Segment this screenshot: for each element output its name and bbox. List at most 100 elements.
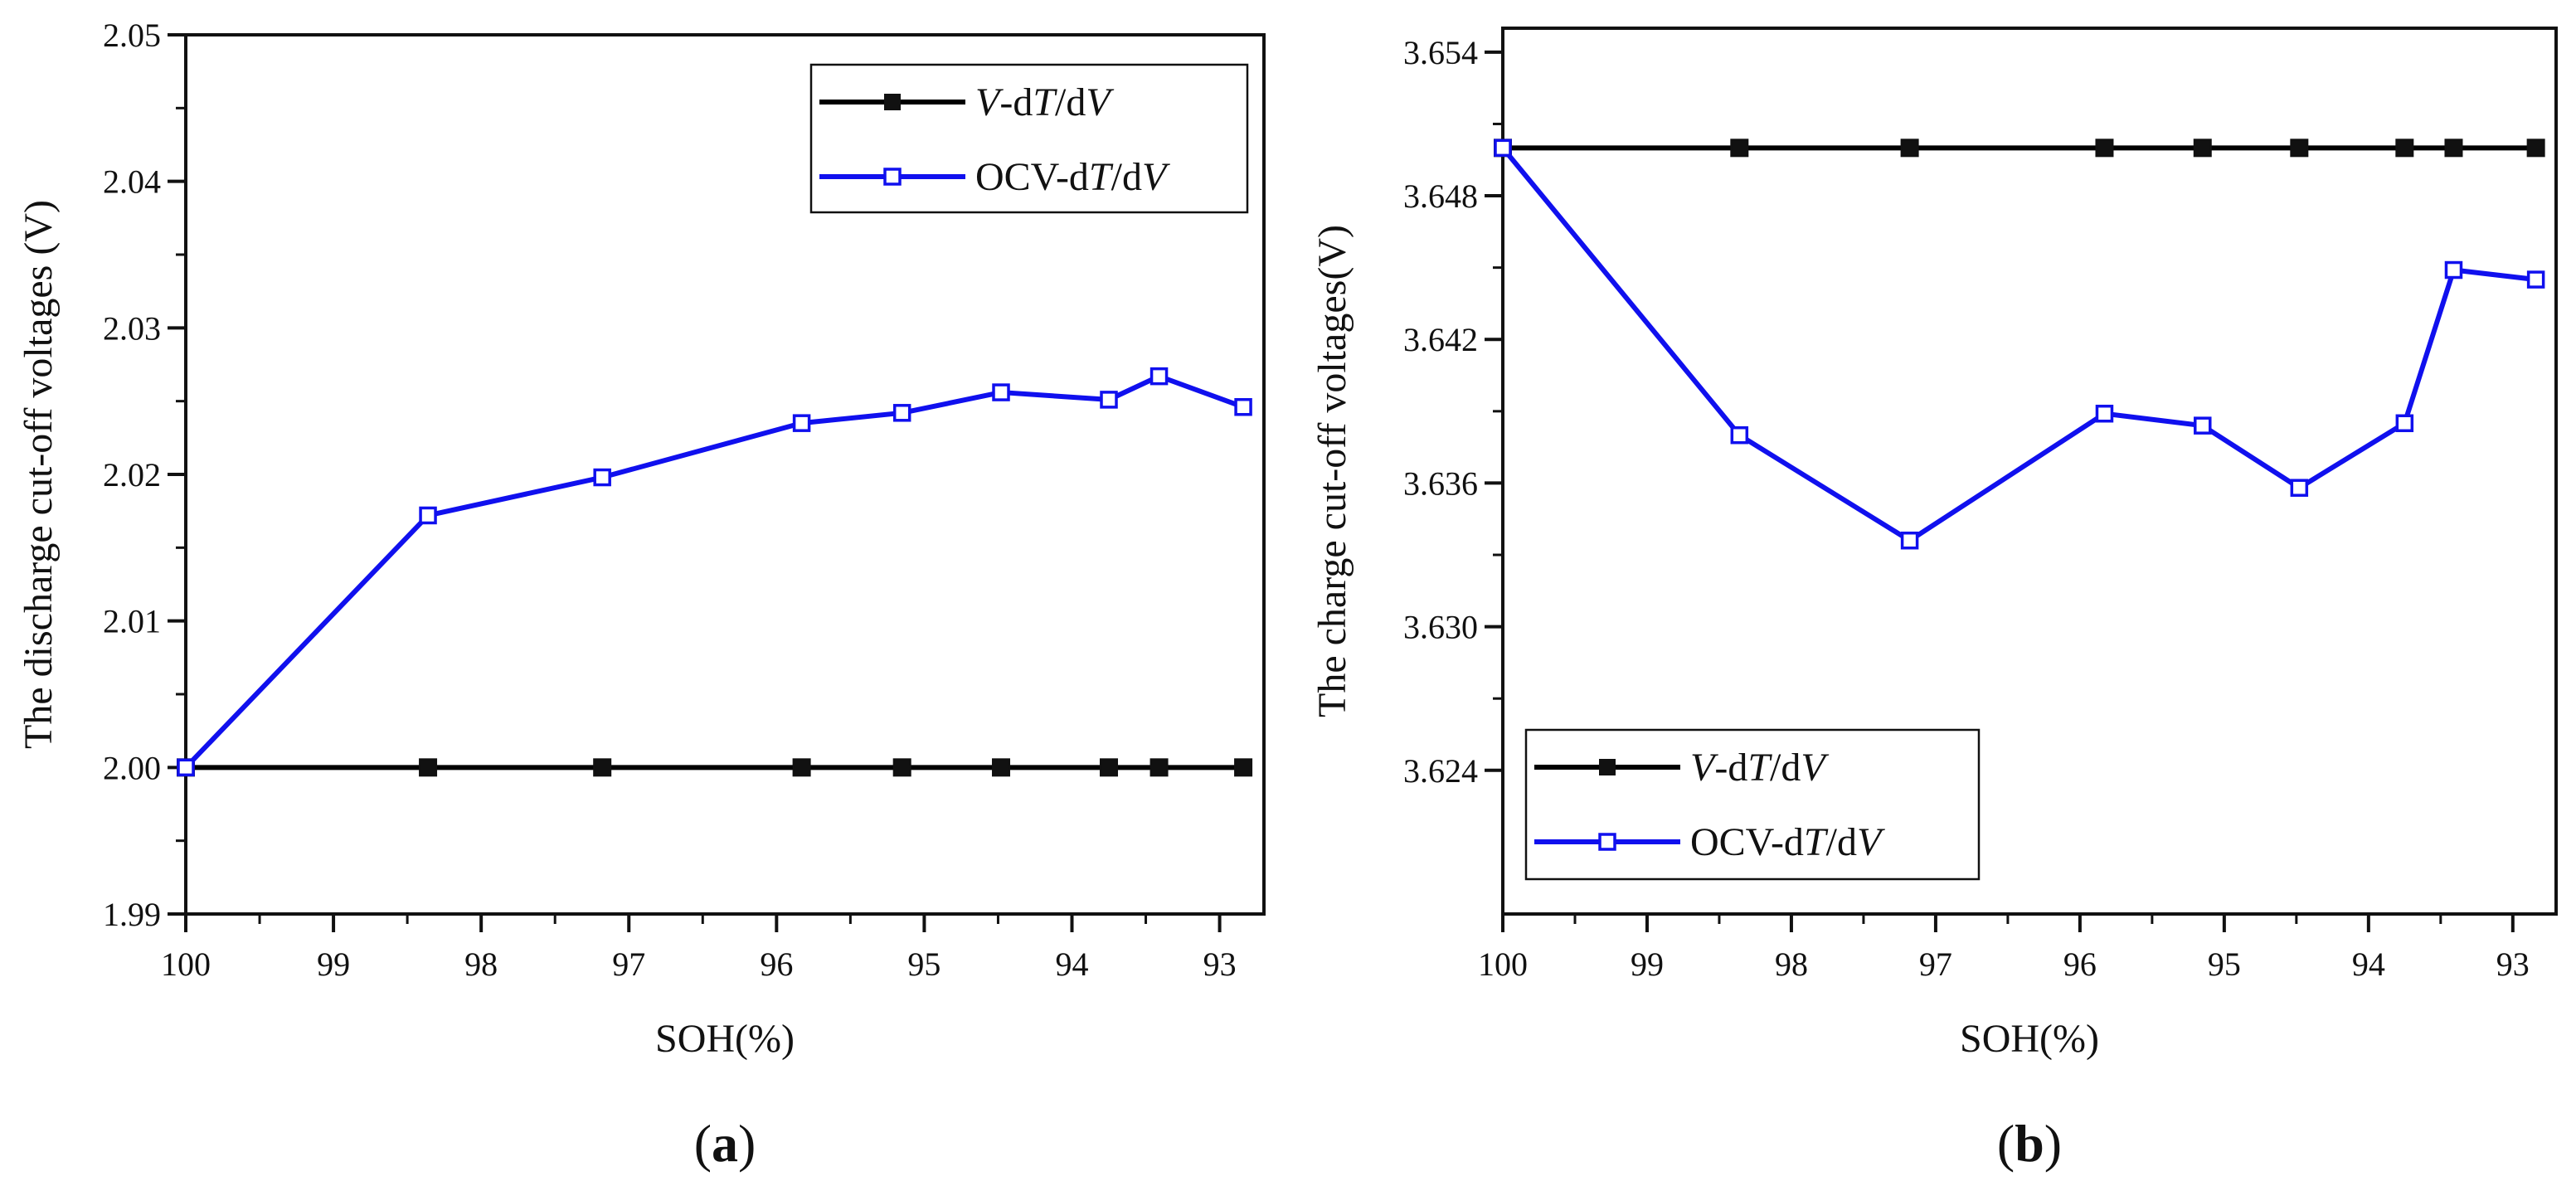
data-point: [2395, 414, 2414, 433]
y-tick-label: 2.05: [103, 17, 161, 54]
data-point: [792, 758, 811, 777]
legend-label-part: V: [975, 80, 1004, 124]
x-tick-label: 96: [2063, 946, 2097, 983]
data-point: [593, 468, 611, 487]
legend-label-part: T: [1804, 820, 1829, 864]
legend-label-part: V: [1142, 155, 1170, 199]
y-tick-label: 2.02: [103, 456, 161, 493]
y-tick-label: 3.624: [1403, 752, 1478, 790]
data-point: [1900, 531, 1919, 550]
data-point: [1234, 397, 1252, 416]
y-axis-title: The charge cut-off voltages(V): [1310, 225, 1354, 717]
data-point: [1900, 139, 1919, 158]
y-tick-label: 2.01: [103, 603, 161, 640]
y-tick-label: 1.99: [103, 896, 161, 933]
data-point: [419, 506, 437, 525]
legend-box: [1524, 728, 1981, 881]
data-point: [2526, 270, 2545, 289]
y-tick-label: 3.642: [1403, 321, 1478, 358]
x-tick-label: 100: [161, 946, 211, 983]
x-tick-label: 94: [2352, 946, 2385, 983]
data-point: [992, 383, 1010, 401]
x-tick-label: 99: [1631, 946, 1664, 983]
data-point: [2095, 404, 2114, 423]
legend-label-part: -d: [999, 80, 1033, 124]
x-tick-label: 95: [2208, 946, 2241, 983]
legend-label-part: -d: [1714, 746, 1747, 790]
data-point: [2193, 139, 2212, 158]
y-tick-label: 3.648: [1403, 177, 1478, 215]
x-tick-label: 97: [612, 946, 645, 983]
data-point: [1730, 139, 1749, 158]
panel-label-open: (: [694, 1114, 712, 1173]
panel-label: (b): [1997, 1114, 2062, 1173]
legend-marker: [1599, 759, 1616, 775]
x-tick-label: 93: [2496, 946, 2530, 983]
panel-label-letter: a: [712, 1114, 738, 1173]
data-point: [2444, 139, 2463, 158]
legend-label: OCV-dT/dV: [1690, 820, 1885, 864]
x-tick-label: 97: [1919, 946, 1952, 983]
panel-label: (a): [694, 1114, 756, 1173]
data-point: [1100, 758, 1119, 777]
data-point: [2290, 479, 2309, 497]
legend-label-part: V: [1690, 746, 1718, 790]
panel-label-letter: b: [2015, 1114, 2044, 1173]
legend-marker: [883, 168, 902, 186]
legend-label-part: T: [1033, 80, 1057, 124]
data-point: [892, 758, 911, 777]
data-point: [992, 758, 1011, 777]
panel-label-close: ): [2044, 1114, 2062, 1173]
legend-label: V-dT/dV: [975, 80, 1114, 124]
legend-label-part: OCV-d: [1690, 820, 1804, 864]
y-tick-label: 2.04: [103, 163, 161, 201]
data-point: [2290, 139, 2309, 158]
legend-label-part: /d: [1770, 746, 1801, 790]
data-point: [593, 758, 612, 777]
data-point: [2194, 416, 2212, 435]
legend-label-part: T: [1747, 746, 1772, 790]
x-tick-label: 95: [907, 946, 940, 983]
data-point: [1149, 367, 1169, 386]
y-tick-label: 2.03: [103, 309, 161, 347]
legend-label-part: OCV-d: [975, 155, 1089, 199]
legend-label-part: T: [1089, 155, 1114, 199]
data-point: [177, 758, 195, 777]
data-point: [892, 404, 911, 422]
x-tick-label: 98: [464, 946, 498, 983]
data-point: [1234, 758, 1253, 777]
y-tick-label: 3.654: [1403, 34, 1478, 71]
legend-marker: [1598, 833, 1616, 851]
data-point: [2095, 139, 2114, 158]
x-tick-label: 98: [1775, 946, 1808, 983]
data-point: [1730, 425, 1749, 445]
y-tick-label: 3.630: [1403, 609, 1478, 646]
data-point: [1494, 139, 1512, 158]
legend-label-part: /d: [1826, 820, 1857, 864]
x-tick-label: 93: [1203, 946, 1237, 983]
x-tick-label: 96: [760, 946, 793, 983]
panel-label-open: (: [1997, 1114, 2015, 1173]
data-point: [792, 414, 811, 432]
y-axis-title: The discharge cut-off voltages (V): [17, 200, 61, 749]
legend-label-part: V: [1857, 820, 1885, 864]
data-point: [2444, 260, 2463, 280]
legend-label: V-dT/dV: [1690, 746, 1829, 790]
legend-marker: [884, 94, 901, 110]
data-point: [2395, 139, 2414, 158]
legend-label-part: V: [1801, 746, 1829, 790]
legend-label-part: /d: [1055, 80, 1086, 124]
panel-b: 100 99 98 97 96 95 94 93 3.624 3.630 3.636 3.642 3.6…: [1310, 27, 2558, 1173]
x-axis-title: SOH(%): [655, 1017, 795, 1061]
panel-a: 100 99 98 97 96 95 94 93 1.99 2.00 2.01 2.02 2.03 2.0…: [17, 17, 1266, 1173]
x-tick-label: 100: [1478, 946, 1528, 983]
plot-frame: [1501, 27, 2558, 916]
data-point: [1100, 391, 1118, 409]
legend-box: [809, 63, 1249, 214]
y-tick-label: 2.00: [103, 749, 161, 786]
legend-label-part: /d: [1111, 155, 1142, 199]
x-axis-title: SOH(%): [1960, 1017, 2099, 1061]
x-tick-label: 94: [1055, 946, 1088, 983]
